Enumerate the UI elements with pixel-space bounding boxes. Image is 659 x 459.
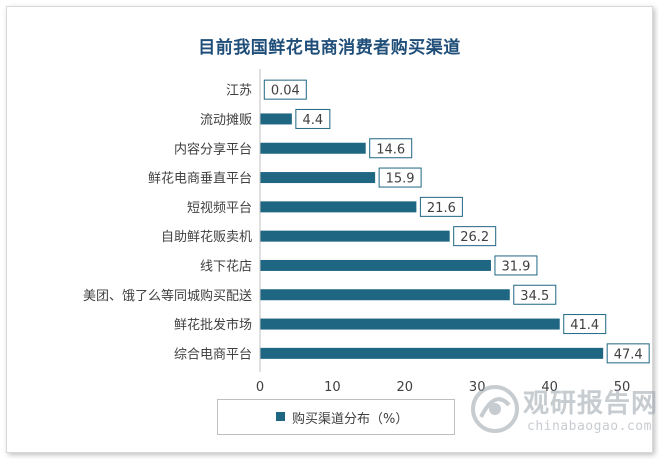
data-label-text: 26.2 [460,230,489,245]
data-label: 47.4 [606,343,650,364]
data-label-text: 41.4 [570,318,599,333]
data-label: 34.5 [513,284,557,305]
x-tick-label: 50 [614,380,631,395]
data-label: 0.04 [263,79,307,100]
watermark-cn: 观研报告网 [523,389,659,419]
bar [260,318,560,330]
data-label-text: 15.9 [386,172,415,187]
x-tick-label: 20 [397,380,414,395]
x-tick-label: 10 [324,380,341,395]
category-label: 短视频平台 [187,201,252,216]
bar [260,142,366,154]
watermark: 观研报告网 chinabaogao.com [469,379,657,443]
data-label-box [494,255,538,276]
data-label: 21.6 [419,196,463,217]
data-label: 41.4 [563,314,607,335]
data-label-text: 47.4 [614,347,643,362]
data-label: 14.6 [369,138,413,159]
category-label: 鲜花电商垂直平台 [148,171,252,187]
data-label-text: 4.4 [303,113,324,128]
data-label-text: 34.5 [520,289,549,304]
data-label-box [453,226,497,247]
data-label-text: 0.04 [271,84,300,99]
data-label-box [369,138,413,159]
data-label-box [606,343,650,364]
category-label: 流动摊贩 [200,113,252,128]
bar [260,113,292,125]
bar [260,347,604,359]
category-label: 美团、饿了么等同城购买配送 [83,288,252,304]
watermark-logo-icon [471,385,519,433]
legend: 购买渠道分布（%） [217,399,455,435]
data-label-box [563,314,607,335]
legend-label: 购买渠道分布（%） [292,412,409,427]
x-tick-label: 0 [256,380,264,395]
category-label: 鲜花批发市场 [174,317,252,333]
bar [260,289,510,301]
category-label: 线下花店 [200,258,252,274]
category-label: 综合电商平台 [174,347,252,362]
data-label: 26.2 [453,226,497,247]
bar [260,172,376,184]
data-label-text: 31.9 [501,259,530,274]
legend-swatch [276,412,285,421]
data-label-box [263,79,307,100]
bar [260,259,491,271]
data-label-box [378,167,422,188]
bar [260,201,417,213]
data-label-box [295,108,331,129]
bar [260,230,450,242]
chart-title: 目前我国鲜花电商消费者购买渠道 [198,38,461,58]
bar-chart: 江苏流动摊贩内容分享平台鲜花电商垂直平台短视频平台自助鲜花贩卖机线下花店美团、饿… [83,69,650,395]
data-label-box [419,196,463,217]
data-label-box [513,284,557,305]
data-label: 15.9 [378,167,422,188]
category-label: 自助鲜花贩卖机 [161,229,252,245]
data-label-text: 14.6 [376,142,405,157]
data-label: 31.9 [494,255,538,276]
category-label: 内容分享平台 [174,141,252,157]
data-label: 4.4 [295,108,331,129]
x-tick-label: 40 [541,380,558,395]
data-label-text: 21.6 [427,201,456,216]
category-label: 江苏 [226,83,252,99]
watermark-en: chinabaogao.com [527,419,652,434]
chart-frame: 目前我国鲜花电商消费者购买渠道 江苏流动摊贩内容分享平台鲜花电商垂直平台短视频平… [6,6,657,453]
